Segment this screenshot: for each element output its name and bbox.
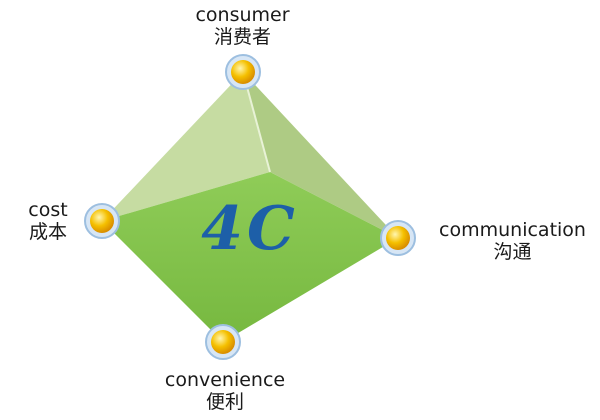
label-convenience: convenience 便利 xyxy=(150,369,300,413)
node-cost xyxy=(84,203,120,239)
label-consumer-zh: 消费者 xyxy=(213,26,271,48)
label-cost-zh: 成本 xyxy=(28,221,67,243)
label-consumer: consumer 消费者 xyxy=(180,4,305,48)
label-convenience-en: convenience xyxy=(164,369,286,391)
center-title: 4C xyxy=(201,194,299,264)
label-cost: cost 成本 xyxy=(8,199,88,243)
label-communication-en: communication xyxy=(439,219,586,241)
label-consumer-en: consumer xyxy=(195,4,290,26)
node-communication xyxy=(380,220,416,256)
back-left-face xyxy=(102,72,270,221)
label-communication-zh: 沟通 xyxy=(493,241,532,263)
label-communication: communication 沟通 xyxy=(425,219,600,263)
back-right-face xyxy=(243,72,398,238)
node-convenience xyxy=(205,324,241,360)
node-consumer xyxy=(225,54,261,90)
label-cost-en: cost xyxy=(28,199,68,221)
front-face xyxy=(102,172,398,342)
label-convenience-zh: 便利 xyxy=(205,391,244,413)
